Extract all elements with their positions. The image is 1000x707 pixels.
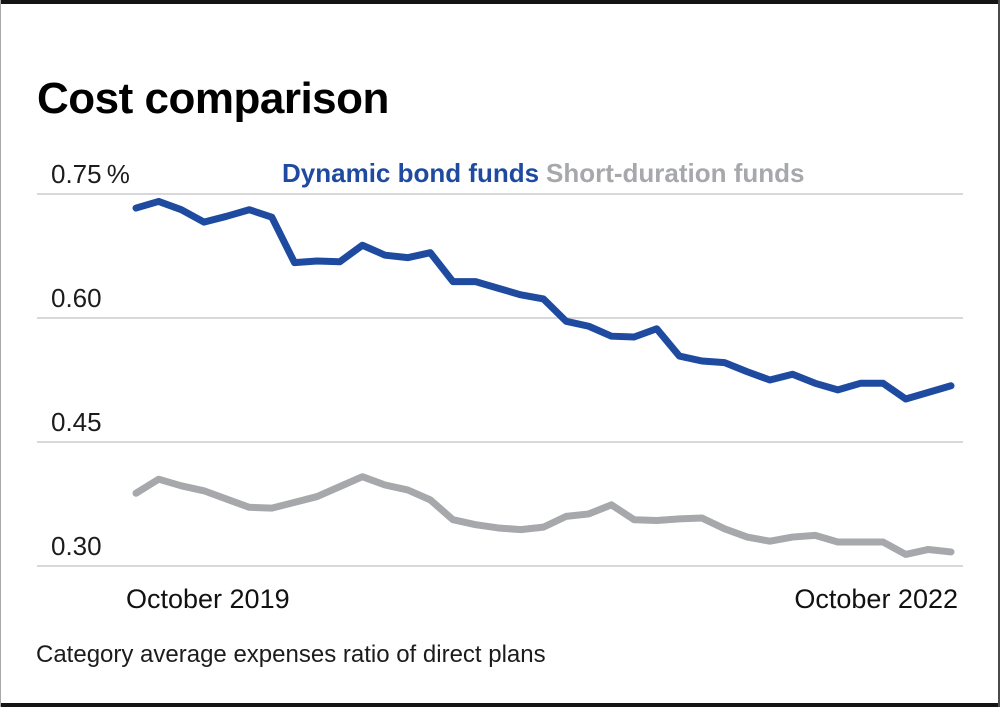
legend-short-duration-funds: Short-duration funds [546,158,805,188]
gridlines [37,193,963,567]
top-frame-bar [1,0,998,4]
y-tick-060: 0.60 [51,283,102,313]
y-tick-030: 0.30 [51,531,102,561]
legend-dynamic-bond-funds: Dynamic bond funds [282,158,540,188]
x-axis-label-start: October 2019 [126,584,290,614]
chart-title: Cost comparison [37,74,389,124]
chart-footnote: Category average expenses ratio of direc… [36,641,546,668]
series-lines [132,197,955,558]
bottom-frame-bar [1,703,998,707]
x-axis-label-end: October 2022 [794,584,958,614]
line-short-duration-funds [132,473,955,558]
line-dynamic-bond-funds [132,197,955,403]
y-tick-075: 0.75 % [51,159,130,189]
y-tick-045: 0.45 [51,407,102,437]
